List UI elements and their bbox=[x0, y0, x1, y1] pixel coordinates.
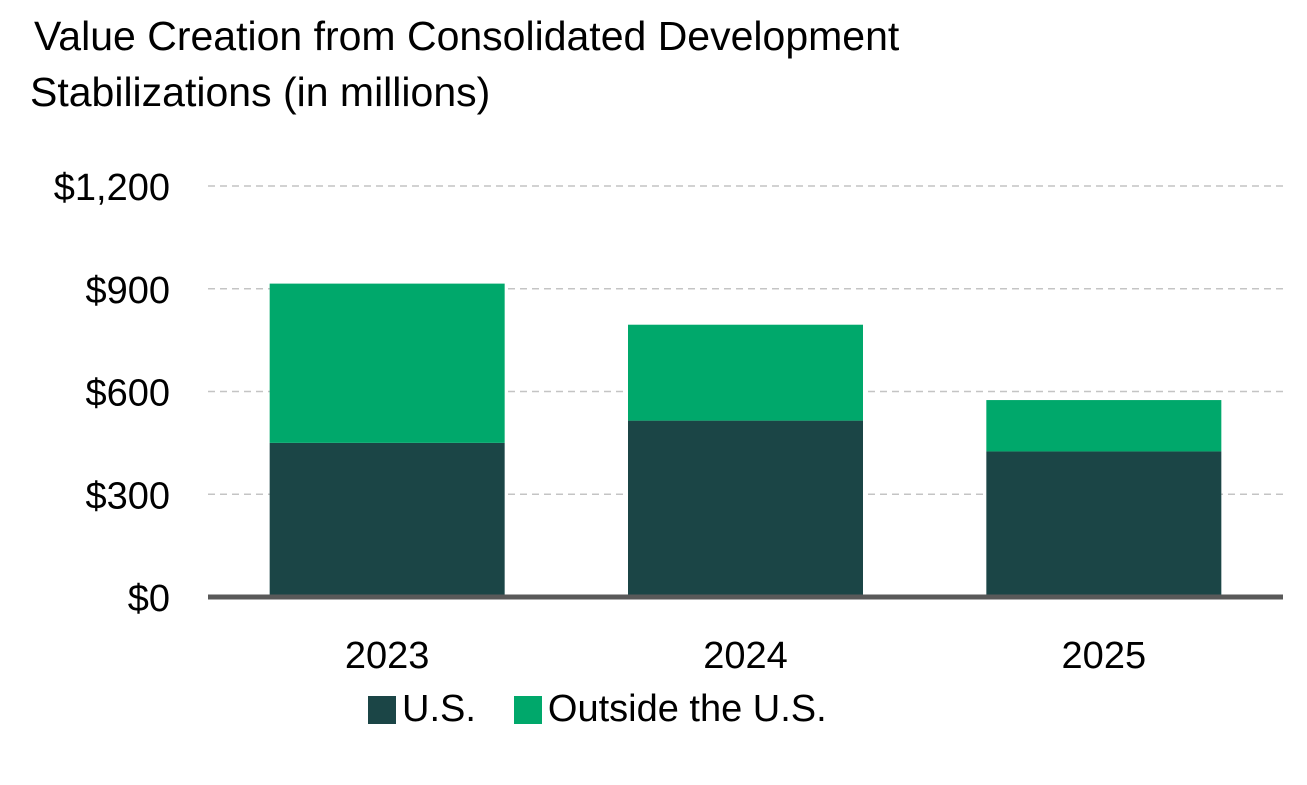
y-tick-label: $0 bbox=[128, 578, 170, 620]
bar-2023-outside-us bbox=[269, 283, 505, 443]
chart-title: Value Creation from Consolidated Develop… bbox=[30, 8, 899, 120]
y-tick-label: $600 bbox=[85, 373, 170, 415]
bars bbox=[269, 283, 1222, 597]
chart-title-line-1: Value Creation from Consolidated Develop… bbox=[34, 13, 900, 59]
legend-swatch-outside-us bbox=[513, 695, 542, 724]
x-tick-label: 2024 bbox=[703, 635, 788, 677]
x-axis-tick-labels: 2023 2024 2025 bbox=[345, 635, 1146, 677]
x-tick-label: 2025 bbox=[1062, 635, 1147, 677]
bar-2025-outside-us bbox=[986, 400, 1222, 452]
x-tick-label: 2023 bbox=[345, 635, 430, 677]
bar-2025-us bbox=[986, 451, 1222, 597]
y-tick-label: $900 bbox=[85, 270, 170, 312]
y-axis-tick-labels: $0 $300 $600 $900 $1,200 bbox=[54, 167, 170, 620]
bar-2024-us bbox=[628, 420, 863, 597]
legend-item-us: U.S. bbox=[368, 688, 476, 731]
chart-title-line-2: Stabilizations (in millions) bbox=[30, 69, 491, 115]
legend-item-outside-us: Outside the U.S. bbox=[513, 688, 827, 731]
legend: U.S. Outside the U.S. bbox=[368, 688, 865, 731]
legend-label-outside-us: Outside the U.S. bbox=[547, 688, 827, 730]
bar-2023-us bbox=[269, 442, 505, 597]
y-tick-label: $300 bbox=[85, 475, 170, 517]
bar-2024-outside-us bbox=[628, 324, 863, 421]
legend-swatch-us bbox=[368, 695, 396, 724]
y-tick-label: $1,200 bbox=[54, 167, 170, 209]
legend-label-us: U.S. bbox=[402, 688, 476, 730]
